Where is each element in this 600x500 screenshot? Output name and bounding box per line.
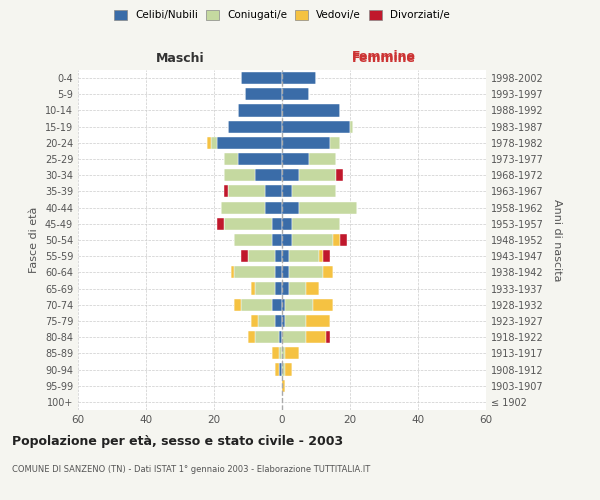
Bar — [255, 169, 282, 181]
Bar — [272, 298, 282, 311]
Bar — [282, 169, 299, 181]
Bar — [275, 364, 278, 376]
Bar — [231, 266, 235, 278]
Bar — [282, 88, 309, 101]
Bar — [245, 88, 282, 101]
Bar — [224, 186, 227, 198]
Bar — [299, 169, 337, 181]
Bar — [272, 348, 278, 360]
Bar — [272, 234, 282, 246]
Bar — [292, 186, 337, 198]
Bar — [282, 120, 350, 132]
Bar — [282, 266, 289, 278]
Bar — [309, 153, 337, 165]
Bar — [286, 298, 313, 311]
Bar — [323, 250, 329, 262]
Bar — [227, 120, 282, 132]
Bar — [275, 315, 282, 327]
Bar — [319, 250, 323, 262]
Bar — [241, 298, 272, 311]
Bar — [275, 266, 282, 278]
Bar — [292, 218, 340, 230]
Bar — [207, 137, 211, 149]
Bar — [221, 202, 265, 213]
Bar — [275, 250, 282, 262]
Bar — [272, 218, 282, 230]
Bar — [278, 348, 282, 360]
Bar — [282, 218, 292, 230]
Bar — [282, 364, 286, 376]
Text: Femmine: Femmine — [352, 52, 416, 65]
Bar — [265, 186, 282, 198]
Bar — [286, 348, 299, 360]
Bar — [282, 250, 289, 262]
Y-axis label: Fasce di età: Fasce di età — [29, 207, 39, 273]
Bar — [235, 298, 241, 311]
Bar — [286, 315, 306, 327]
Bar — [238, 104, 282, 117]
Text: COMUNE DI SANZENO (TN) - Dati ISTAT 1° gennaio 2003 - Elaborazione TUTTITALIA.IT: COMUNE DI SANZENO (TN) - Dati ISTAT 1° g… — [12, 465, 370, 474]
Bar — [337, 169, 343, 181]
Bar — [211, 137, 217, 149]
Bar — [326, 331, 329, 343]
Bar — [275, 282, 282, 294]
Bar — [251, 315, 258, 327]
Text: Maschi: Maschi — [155, 52, 205, 65]
Bar — [282, 234, 292, 246]
Bar — [224, 218, 272, 230]
Bar — [255, 331, 278, 343]
Y-axis label: Anni di nascita: Anni di nascita — [552, 198, 562, 281]
Bar — [333, 234, 340, 246]
Bar — [217, 137, 282, 149]
Bar — [248, 331, 255, 343]
Bar — [313, 298, 333, 311]
Text: Popolazione per età, sesso e stato civile - 2003: Popolazione per età, sesso e stato civil… — [12, 435, 343, 448]
Bar — [329, 137, 340, 149]
Bar — [282, 104, 340, 117]
Bar — [265, 202, 282, 213]
Bar — [238, 153, 282, 165]
Legend: Celibi/Nubili, Coniugati/e, Vedovi/e, Divorziati/e: Celibi/Nubili, Coniugati/e, Vedovi/e, Di… — [114, 10, 450, 20]
Bar — [282, 331, 306, 343]
Bar — [282, 186, 292, 198]
Bar — [289, 250, 319, 262]
Bar — [306, 331, 326, 343]
Bar — [282, 380, 286, 392]
Bar — [282, 153, 309, 165]
Bar — [227, 186, 265, 198]
Text: Femmine: Femmine — [352, 50, 416, 63]
Bar — [282, 282, 289, 294]
Bar — [278, 331, 282, 343]
Bar — [282, 72, 316, 84]
Bar — [299, 202, 357, 213]
Bar — [235, 234, 272, 246]
Bar — [235, 266, 275, 278]
Bar — [292, 234, 333, 246]
Bar — [306, 282, 319, 294]
Bar — [278, 364, 282, 376]
Bar — [323, 266, 333, 278]
Bar — [282, 137, 329, 149]
Bar — [282, 202, 299, 213]
Bar — [217, 218, 224, 230]
Bar — [241, 250, 248, 262]
Bar — [340, 234, 347, 246]
Bar — [258, 315, 275, 327]
Bar — [350, 120, 353, 132]
Bar — [248, 250, 275, 262]
Bar — [224, 153, 238, 165]
Bar — [286, 364, 292, 376]
Bar — [282, 298, 286, 311]
Bar — [282, 348, 286, 360]
Bar — [251, 282, 255, 294]
Bar — [289, 282, 306, 294]
Bar — [224, 169, 255, 181]
Bar — [289, 266, 323, 278]
Bar — [282, 315, 286, 327]
Bar — [306, 315, 329, 327]
Bar — [241, 72, 282, 84]
Bar — [255, 282, 275, 294]
